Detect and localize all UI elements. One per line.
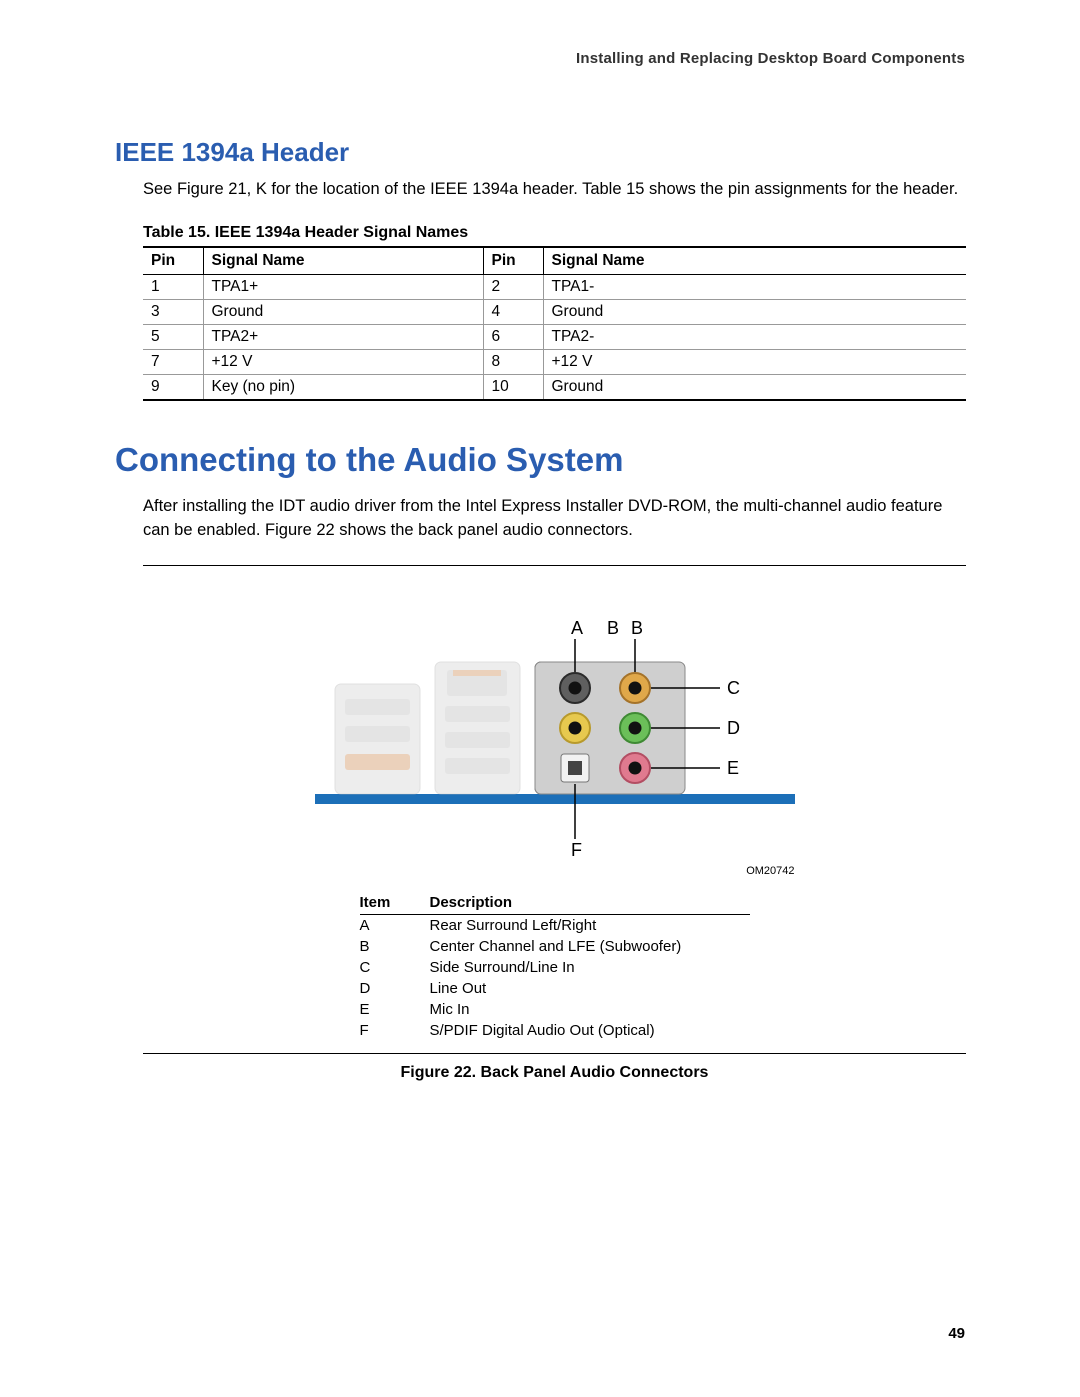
section2-intro: After installing the IDT audio driver fr…: [143, 495, 965, 543]
base-bar: [315, 794, 795, 804]
th-signal2: Signal Name: [543, 247, 966, 275]
figure22-block: A B B C D E F OM20742: [143, 565, 966, 1054]
desc-th-item: Item: [360, 891, 430, 915]
desc-th-desc: Description: [430, 891, 750, 915]
figure22-caption: Figure 22. Back Panel Audio Connectors: [143, 1064, 966, 1082]
table-row: ARear Surround Left/Right: [360, 914, 750, 936]
section-heading-ieee1394a: IEEE 1394a Header: [115, 137, 965, 168]
th-pin2: Pin: [483, 247, 543, 275]
back-panel-diagram: A B B C D E F: [275, 584, 835, 869]
table-row: CSide Surround/Line In: [360, 957, 750, 978]
table-row: FS/PDIF Digital Audio Out (Optical): [360, 1020, 750, 1041]
callout-E: E: [727, 758, 739, 778]
table-row: 7+12 V8+12 V: [143, 349, 966, 374]
table-row: 5TPA2+6TPA2-: [143, 324, 966, 349]
figure-om-label: OM20742: [275, 865, 835, 877]
table-row: EMic In: [360, 999, 750, 1020]
callout-A: A: [571, 618, 583, 638]
svg-text:B: B: [631, 618, 643, 638]
figure22-desc-table: Item Description ARear Surround Left/Rig…: [360, 891, 750, 1041]
table-row: 3Ground4Ground: [143, 299, 966, 324]
callout-B: B: [607, 618, 619, 638]
table-row: BCenter Channel and LFE (Subwoofer): [360, 936, 750, 957]
table-row: DLine Out: [360, 978, 750, 999]
page-number: 49: [948, 1325, 965, 1342]
callout-C: C: [727, 678, 740, 698]
th-signal: Signal Name: [203, 247, 483, 275]
th-pin: Pin: [143, 247, 203, 275]
table15: Pin Signal Name Pin Signal Name 1TPA1+2T…: [143, 246, 966, 401]
section-heading-audio: Connecting to the Audio System: [115, 441, 965, 479]
table-row: 1TPA1+2TPA1-: [143, 274, 966, 299]
table15-caption: Table 15. IEEE 1394a Header Signal Names: [143, 224, 965, 242]
section1-intro: See Figure 21, K for the location of the…: [143, 178, 965, 202]
running-header: Installing and Replacing Desktop Board C…: [115, 50, 965, 67]
table-row: 9Key (no pin)10Ground: [143, 374, 966, 400]
callout-D: D: [727, 718, 740, 738]
callout-F: F: [571, 840, 582, 860]
